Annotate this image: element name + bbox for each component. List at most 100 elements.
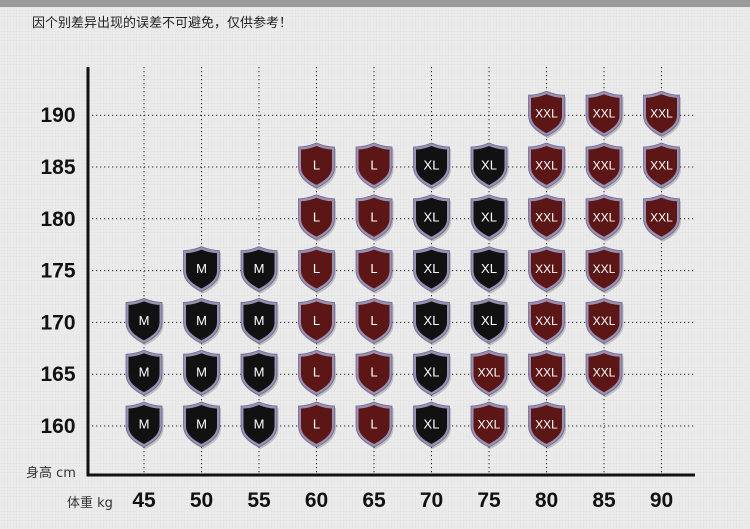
x-tick-85: 85 bbox=[592, 489, 616, 512]
badge-fill bbox=[186, 353, 217, 393]
size-badge-75-185: XL bbox=[470, 142, 509, 190]
badge-fill bbox=[358, 353, 390, 393]
size-badge-75-180: XL bbox=[470, 194, 509, 242]
y-tick-165: 165 bbox=[40, 363, 75, 386]
x-tick-70: 70 bbox=[420, 489, 443, 512]
badge-fill bbox=[186, 249, 217, 289]
badge-fill bbox=[416, 249, 447, 289]
badge-label: L bbox=[313, 365, 320, 380]
badge-fill bbox=[473, 405, 505, 444]
badge-label: XXL bbox=[535, 418, 558, 432]
badge-fill bbox=[243, 301, 275, 341]
size-badge-60-170: L bbox=[298, 297, 336, 346]
badge-label: L bbox=[370, 365, 377, 380]
badge-fill bbox=[531, 197, 562, 237]
size-badge-85-185: XXL bbox=[585, 142, 624, 190]
tick-labels: 45 50 55 60 65 70 75 80 85 90 160 165 170 175 180 185 19… bbox=[40, 104, 673, 512]
badge-label: L bbox=[313, 313, 320, 328]
badge-label: XXL bbox=[593, 107, 616, 121]
badge-fill bbox=[588, 146, 620, 185]
size-badge-45-165: M bbox=[125, 349, 164, 398]
badge-label: XL bbox=[424, 209, 440, 224]
size-badge-80-170: XXL bbox=[528, 297, 566, 346]
badge-label: M bbox=[254, 261, 265, 276]
size-badge-85-175: XXL bbox=[585, 246, 624, 294]
badge-fill bbox=[646, 146, 677, 185]
size-badge-55-165: M bbox=[240, 349, 279, 398]
x-tick-90: 90 bbox=[650, 489, 673, 512]
size-badge-75-170: XL bbox=[470, 297, 509, 346]
badge-fill bbox=[646, 197, 677, 237]
size-badge-65-160: L bbox=[355, 401, 394, 449]
size-badge-60-185: L bbox=[298, 142, 336, 190]
badge-label: L bbox=[313, 261, 320, 276]
y-axis-label: 身高 cm bbox=[26, 465, 76, 481]
size-badge-65-165: L bbox=[355, 349, 394, 398]
badge-fill bbox=[301, 249, 332, 289]
size-badge-85-170: XXL bbox=[585, 297, 624, 346]
badge-fill bbox=[588, 197, 620, 237]
size-badge-85-190: XXL bbox=[585, 90, 624, 139]
size-badge-80-190: XXL bbox=[528, 90, 566, 139]
size-badge-55-170: M bbox=[240, 297, 279, 346]
badge-label: XXL bbox=[478, 418, 501, 432]
size-badge-60-180: L bbox=[298, 194, 336, 242]
size-badge-50-165: M bbox=[183, 349, 221, 398]
badge-fill bbox=[243, 405, 275, 444]
badge-fill bbox=[128, 301, 160, 341]
badge-fill bbox=[416, 197, 447, 237]
badge-label: L bbox=[370, 209, 377, 224]
size-badge-50-160: M bbox=[183, 401, 221, 449]
y-tick-160: 160 bbox=[40, 415, 75, 438]
x-tick-60: 60 bbox=[305, 489, 328, 512]
badge-label: XXL bbox=[478, 366, 501, 380]
badge-fill bbox=[358, 301, 390, 341]
badge-label: L bbox=[370, 261, 377, 276]
badge-fill bbox=[588, 94, 620, 134]
size-badge-60-175: L bbox=[298, 246, 336, 294]
badge-label: XL bbox=[481, 209, 497, 224]
size-badge-70-185: XL bbox=[413, 142, 451, 190]
badge-label: XL bbox=[481, 158, 497, 173]
badge-label: XXL bbox=[535, 107, 558, 121]
badge-label: L bbox=[370, 417, 377, 432]
badge-fill bbox=[358, 197, 390, 237]
badge-fill bbox=[473, 146, 505, 185]
x-tick-75: 75 bbox=[477, 489, 501, 512]
badge-fill bbox=[358, 249, 390, 289]
badge-label: XL bbox=[424, 158, 440, 173]
badge-label: M bbox=[139, 365, 150, 380]
badge-label: L bbox=[370, 158, 377, 173]
badge-label: M bbox=[139, 313, 150, 328]
badge-label: XL bbox=[424, 417, 440, 432]
badge-fill bbox=[473, 353, 505, 393]
notice-text: 因个别差异出现的误差不可避免，仅供参考！ bbox=[32, 16, 293, 31]
badge-label: L bbox=[370, 313, 377, 328]
badge-fill bbox=[186, 405, 217, 444]
size-badge-70-175: XL bbox=[413, 246, 451, 294]
size-badge-80-160: XXL bbox=[528, 401, 566, 449]
badge-fill bbox=[416, 353, 447, 393]
y-tick-170: 170 bbox=[40, 311, 75, 334]
x-tick-80: 80 bbox=[535, 489, 558, 512]
badge-label: XXL bbox=[535, 159, 558, 173]
size-badge-70-180: XL bbox=[413, 194, 451, 242]
size-badge-80-165: XXL bbox=[528, 349, 566, 398]
badge-label: M bbox=[196, 365, 207, 380]
badge-fill bbox=[531, 94, 562, 134]
badge-fill bbox=[473, 301, 505, 341]
y-tick-185: 185 bbox=[40, 156, 75, 179]
badge-fill bbox=[531, 405, 562, 444]
badge-fill bbox=[301, 301, 332, 341]
badge-label: L bbox=[313, 417, 320, 432]
badge-label: L bbox=[313, 209, 320, 224]
size-badge-60-165: L bbox=[298, 349, 336, 398]
size-badge-75-160: XXL bbox=[470, 401, 509, 449]
size-badge-65-170: L bbox=[355, 297, 394, 346]
badge-fill bbox=[301, 405, 332, 444]
badge-label: XL bbox=[481, 261, 497, 276]
y-tick-175: 175 bbox=[40, 260, 75, 283]
badge-fill bbox=[531, 146, 562, 185]
badge-label: M bbox=[196, 313, 207, 328]
size-badge-80-180: XXL bbox=[528, 194, 566, 242]
